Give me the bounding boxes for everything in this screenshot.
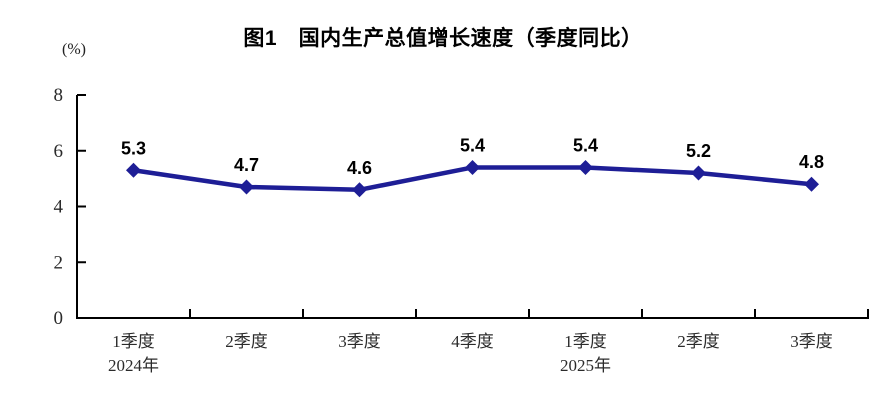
- data-point-marker: [691, 165, 706, 181]
- data-point-marker: [578, 159, 593, 175]
- data-point-label: 4.8: [799, 152, 824, 172]
- y-axis-tick-label: 0: [54, 308, 64, 329]
- data-point-label: 5.3: [121, 138, 146, 158]
- data-point-label: 5.4: [573, 135, 598, 155]
- data-point-label: 5.2: [686, 141, 711, 161]
- x-axis-category-label: 2季度: [677, 332, 720, 351]
- data-point-label: 4.6: [347, 158, 372, 178]
- data-point-label: 5.4: [460, 135, 485, 155]
- x-axis-category-label: 2季度: [225, 332, 268, 351]
- x-axis-category-label: 3季度: [338, 332, 381, 351]
- y-axis-tick-label: 6: [54, 141, 64, 162]
- data-point-marker: [465, 159, 480, 175]
- chart-title: 图1 国内生产总值增长速度（季度同比）: [243, 27, 643, 50]
- x-axis-category-label: 1季度: [564, 332, 607, 351]
- x-axis-category-label: 3季度: [790, 332, 833, 351]
- x-axis-year-label: 2025年: [560, 356, 611, 375]
- y-axis-tick-label: 8: [54, 85, 64, 106]
- data-point-label: 4.7: [234, 155, 259, 175]
- x-axis-category-label: 1季度: [112, 332, 155, 351]
- x-axis-category-label: 4季度: [451, 332, 494, 351]
- data-point-marker: [126, 162, 141, 178]
- y-axis-tick-label: 4: [54, 197, 64, 218]
- data-point-marker: [352, 182, 367, 198]
- y-axis-unit-label: (%): [62, 41, 86, 58]
- data-point-marker: [804, 176, 819, 192]
- data-point-marker: [239, 179, 254, 195]
- y-axis-tick-label: 2: [54, 252, 64, 273]
- x-axis-year-label: 2024年: [108, 356, 159, 375]
